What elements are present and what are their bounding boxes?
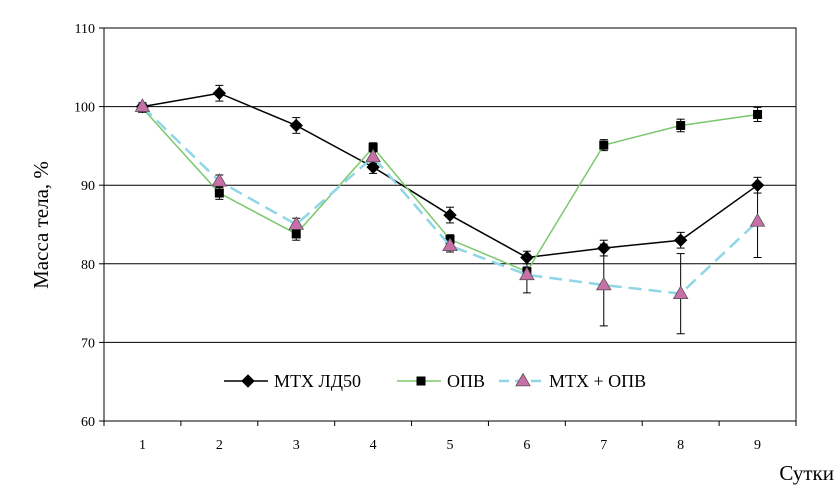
data-point <box>212 86 227 100</box>
data-point <box>749 213 766 227</box>
legend-item: МТХ + ОПВ <box>499 371 646 391</box>
data-point <box>673 233 688 247</box>
data-point <box>519 266 535 281</box>
legend-label: ОПВ <box>447 371 485 391</box>
legend-label: МТХ ЛД50 <box>274 371 361 391</box>
data-point <box>288 216 305 230</box>
data-point <box>599 140 609 150</box>
x-tick-label: 2 <box>216 438 223 453</box>
plot-area <box>103 27 797 422</box>
legend-label: МТХ + ОПВ <box>549 371 646 391</box>
data-point <box>134 98 151 112</box>
data-point <box>368 142 378 152</box>
data-point <box>595 276 612 291</box>
x-tick-label: 3 <box>293 438 300 453</box>
y-tick-label: 110 <box>75 22 95 37</box>
y-tick-label: 80 <box>81 258 95 273</box>
x-axis-title: Сутки <box>779 461 834 485</box>
y-tick-label: 70 <box>81 336 95 351</box>
x-tick-label: 7 <box>600 438 607 453</box>
y-axis-ticks: 60 70 80 90 100 110 <box>74 22 104 430</box>
data-point <box>676 120 686 130</box>
legend: МТХ ЛД50 ОПВ МТХ + ОПВ <box>224 371 646 391</box>
data-point <box>672 285 689 299</box>
x-tick-label: 4 <box>370 438 377 453</box>
x-tick-label: 8 <box>677 438 684 453</box>
data-point <box>753 109 763 119</box>
y-tick-label: 60 <box>81 415 95 430</box>
data-point <box>291 229 301 239</box>
x-tick-label: 9 <box>754 438 761 453</box>
y-axis-title: Масса тела, % <box>29 161 53 289</box>
legend-marker <box>416 376 426 386</box>
y-tick-label: 90 <box>81 179 95 194</box>
legend-item: МТХ ЛД50 <box>224 371 361 391</box>
data-point <box>289 118 303 133</box>
data-point <box>211 172 228 187</box>
legend-item: ОПВ <box>397 371 485 391</box>
x-axis-ticks: 1 2 3 4 5 6 7 8 9 <box>103 421 797 453</box>
series-line <box>142 92 758 259</box>
series-group <box>134 84 766 335</box>
data-point <box>442 237 458 251</box>
y-tick-label: 100 <box>74 101 95 116</box>
x-tick-label: 6 <box>523 438 530 453</box>
series-line <box>141 105 759 295</box>
legend-marker <box>515 372 531 387</box>
x-tick-label: 5 <box>447 438 454 453</box>
x-tick-label: 1 <box>139 438 146 453</box>
data-point <box>366 160 380 174</box>
data-point <box>443 208 457 222</box>
series-3 <box>134 98 766 335</box>
data-point <box>365 148 381 163</box>
gridlines <box>104 106 796 343</box>
legend-marker <box>241 374 255 388</box>
data-point <box>214 188 224 198</box>
